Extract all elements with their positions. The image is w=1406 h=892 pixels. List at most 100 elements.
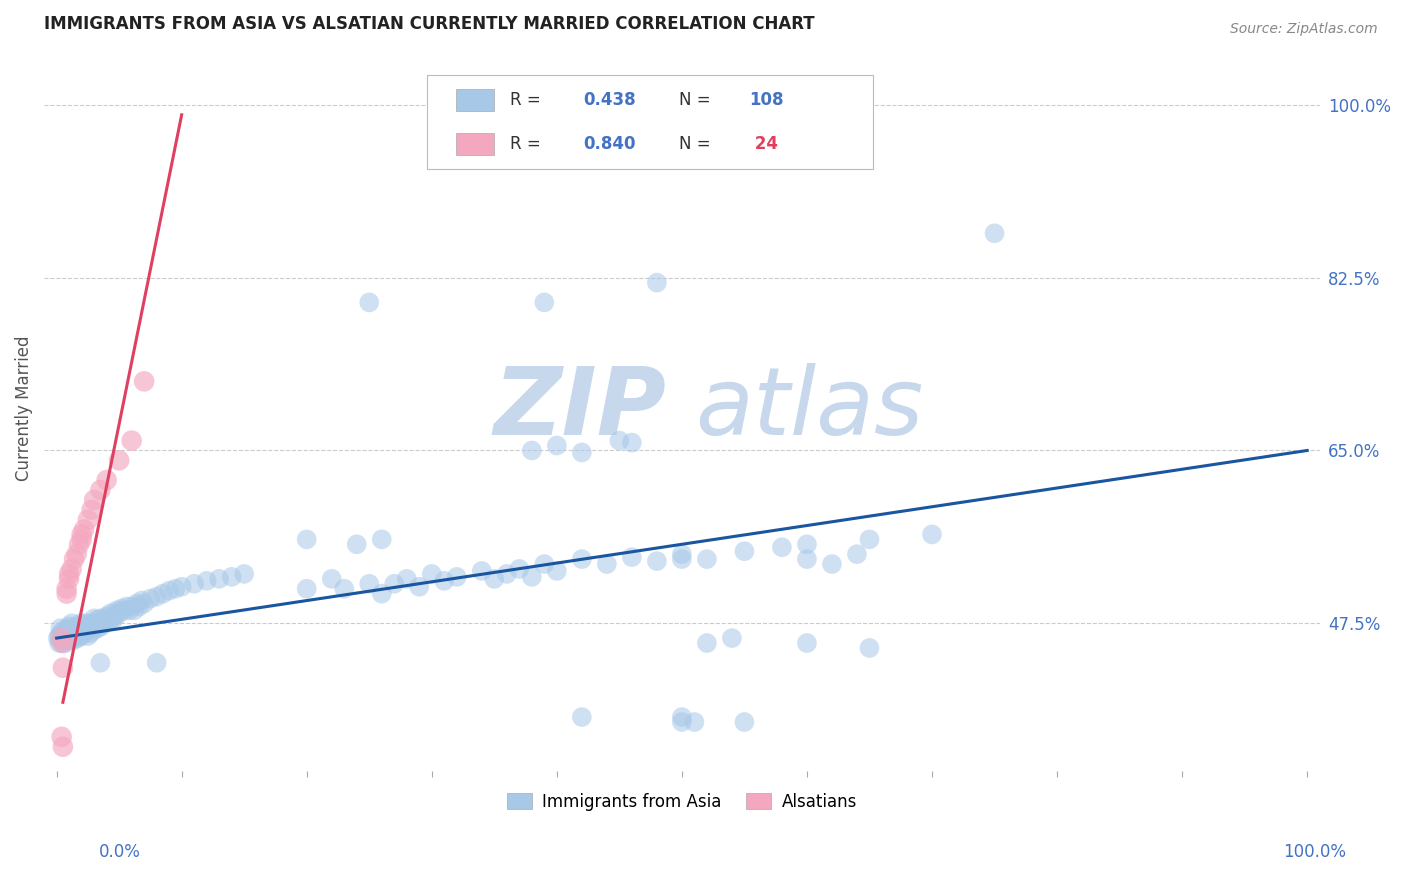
Point [52,633,75,648]
Point [121,599,143,614]
Point [80,619,103,633]
Point [609,434,631,448]
Point [533,557,555,571]
Point [51,636,73,650]
Point [446,570,468,584]
Point [87,621,110,635]
Point [48,636,70,650]
Point [471,564,494,578]
Point [696,636,718,650]
Point [128,599,150,614]
Point [83,623,105,637]
Point [90,619,112,633]
Point [65,547,87,561]
Point [495,566,517,581]
Point [84,619,107,633]
Point [671,547,693,561]
Point [359,295,381,310]
Point [520,443,543,458]
Point [52,624,75,639]
Point [83,492,105,507]
Point [125,597,148,611]
Point [671,552,693,566]
Point [55,633,77,648]
Point [546,438,568,452]
Point [733,544,755,558]
Point [683,714,706,729]
Text: 0.840: 0.840 [583,135,636,153]
Point [52,636,75,650]
Point [433,574,456,588]
Point [82,616,104,631]
Point [105,603,128,617]
Point [208,572,231,586]
Point [145,590,167,604]
Point [56,621,79,635]
Point [796,552,818,566]
Point [93,616,115,631]
Point [696,552,718,566]
Point [89,611,111,625]
Point [858,640,880,655]
Point [55,582,77,596]
Point [79,626,101,640]
Point [571,552,593,566]
Point [70,527,93,541]
Point [67,629,90,643]
Point [73,523,96,537]
Point [520,570,543,584]
Point [101,613,124,627]
Point [77,513,100,527]
Point [60,616,83,631]
Point [67,537,90,551]
Point [671,710,693,724]
Point [80,502,103,516]
Point [96,609,118,624]
Point [170,580,193,594]
Point [60,631,83,645]
Point [55,631,77,645]
Point [62,629,84,643]
Text: ZIP: ZIP [494,362,666,455]
Point [121,434,143,448]
Point [62,621,84,635]
Point [51,631,73,645]
Point [371,533,394,547]
Point [51,631,73,645]
Text: R =: R = [510,91,546,109]
Point [65,626,87,640]
Point [671,714,693,729]
Point [295,533,318,547]
Point [508,562,530,576]
Point [60,562,83,576]
Text: 24: 24 [749,135,779,153]
Point [145,656,167,670]
Point [846,547,869,561]
Point [134,375,156,389]
Point [73,626,96,640]
Point [111,601,134,615]
Point [821,557,844,571]
Point [333,582,356,596]
Point [108,607,131,621]
Point [645,554,668,568]
Point [53,633,76,648]
Point [321,572,343,586]
Point [63,626,86,640]
Point [382,576,405,591]
Point [65,629,87,643]
Point [69,616,91,631]
Point [52,629,75,643]
Point [51,730,73,744]
Point [72,621,94,635]
Legend: Immigrants from Asia, Alsatians: Immigrants from Asia, Alsatians [501,786,863,817]
Point [359,576,381,591]
Point [103,607,125,621]
Point [63,552,86,566]
Point [49,628,72,642]
Point [98,613,121,627]
FancyBboxPatch shape [456,89,495,111]
Point [96,473,118,487]
Point [796,537,818,551]
Point [77,616,100,631]
